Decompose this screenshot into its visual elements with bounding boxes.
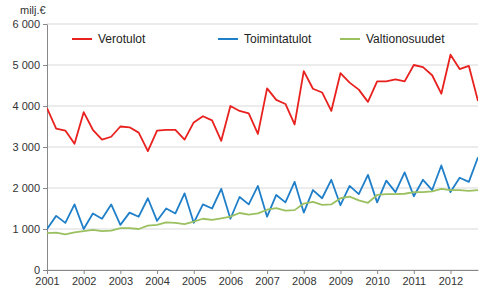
x-tick: 2002 (72, 270, 96, 287)
y-tick: 4 000 (12, 100, 47, 112)
y-tick: 5 000 (12, 59, 47, 71)
y-tick: 1 000 (12, 223, 47, 235)
grid-line (47, 147, 478, 148)
x-tick-label: 2005 (182, 275, 206, 287)
x-tick-mark (194, 270, 195, 274)
x-tick: 2005 (182, 270, 206, 287)
y-tick: 3 000 (12, 141, 47, 153)
x-tick-label: 2002 (72, 275, 96, 287)
y-tick-mark (43, 106, 47, 107)
x-tick-label: 2003 (109, 275, 133, 287)
y-axis: 01 0002 0003 0004 0005 0006 000 (12, 18, 47, 276)
x-tick-mark (157, 270, 158, 274)
x-tick-mark (120, 270, 121, 274)
x-tick: 2007 (255, 270, 279, 287)
y-tick-label: 4 000 (12, 100, 40, 112)
legend-swatch (72, 38, 92, 40)
y-tick-label: 5 000 (12, 59, 40, 71)
legend-label: Toimintatulot (244, 32, 312, 46)
x-tick: 2008 (292, 270, 316, 287)
y-tick-label: 2 000 (12, 182, 40, 194)
y-tick-mark (43, 270, 47, 271)
x-tick: 2011 (402, 270, 426, 287)
grid-line (47, 24, 478, 25)
grid-line (47, 270, 478, 271)
x-tick-label: 2010 (365, 275, 389, 287)
x-tick-label: 2001 (35, 275, 59, 287)
x-tick-label: 2012 (439, 275, 463, 287)
legend-swatch (340, 38, 360, 40)
series-line (47, 55, 478, 151)
x-tick-label: 2011 (402, 275, 426, 287)
y-tick-mark (43, 229, 47, 230)
x-tick-label: 2007 (255, 275, 279, 287)
grid-line (47, 229, 478, 230)
legend-label: Valtionosuudet (366, 32, 445, 46)
x-axis: 2001 2002 2003 2004 2005 2006 2007 2008 2009 2010… (35, 270, 478, 287)
x-tick-mark (304, 270, 305, 274)
grid-line (47, 188, 478, 189)
y-tick-mark (43, 188, 47, 189)
y-tick-mark (43, 24, 47, 25)
y-tick-mark (43, 147, 47, 148)
legend-label: Verotulot (98, 32, 146, 46)
legend-swatch (218, 38, 238, 40)
series-line (47, 189, 478, 235)
chart: 01 0002 0003 0004 0005 0006 000200120022… (0, 0, 493, 304)
x-tick-label: 2009 (329, 275, 353, 287)
x-tick: 2006 (219, 270, 243, 287)
y-tick-label: 1 000 (12, 223, 40, 235)
y-tick-mark (43, 65, 47, 66)
grid (47, 24, 478, 270)
x-tick-mark (267, 270, 268, 274)
y-tick-label: 6 000 (12, 18, 40, 30)
x-tick-mark (230, 270, 231, 274)
series-line (47, 157, 478, 229)
x-tick-label: 2008 (292, 275, 316, 287)
x-tick: 2009 (329, 270, 353, 287)
x-tick: 2001 (35, 270, 59, 287)
x-tick-mark (450, 270, 451, 274)
x-tick-mark (377, 270, 378, 274)
x-tick-mark (84, 270, 85, 274)
legend: Verotulot Toimintatulot Valtionosuudet (72, 32, 445, 46)
x-tick-label: 2004 (145, 275, 169, 287)
y-axis-title: milj.€ (20, 4, 46, 16)
y-tick-label: 3 000 (12, 141, 40, 153)
x-tick-mark (414, 270, 415, 274)
x-tick: 2010 (365, 270, 389, 287)
y-tick: 6 000 (12, 18, 47, 30)
y-tick: 2 000 (12, 182, 47, 194)
grid-line (47, 106, 478, 107)
x-tick-mark (340, 270, 341, 274)
x-tick: 2003 (109, 270, 133, 287)
x-tick-mark (47, 270, 48, 274)
x-tick: 2004 (145, 270, 169, 287)
x-tick: 2012 (439, 270, 463, 287)
x-tick-label: 2006 (219, 275, 243, 287)
plot-area (47, 55, 478, 235)
